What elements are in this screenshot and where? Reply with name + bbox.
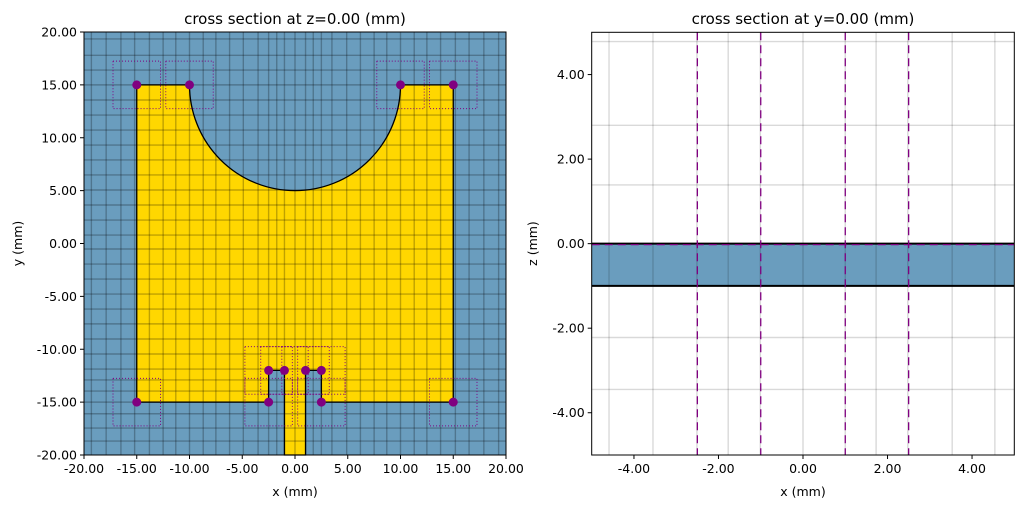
y-tick-label: 0.00 — [49, 236, 77, 251]
left-plot-title: cross section at z=0.00 (mm) — [184, 10, 406, 28]
left-x-axis-label: x (mm) — [272, 484, 317, 499]
left-mesh-grid — [84, 32, 506, 455]
y-tick-label: -5.00 — [45, 289, 77, 304]
point-marker — [301, 365, 311, 375]
x-tick-label: -20.00 — [64, 461, 104, 476]
left-y-axis-label: y (mm) — [10, 221, 25, 266]
x-tick-label: 10.00 — [383, 461, 419, 476]
y-tick-label: -2.00 — [552, 321, 584, 336]
x-tick-label: 2.00 — [874, 461, 902, 476]
y-tick-label: 2.00 — [557, 152, 585, 167]
left-x-ticks: -20.00 -15.00 -10.00 -5.00 0.00 5.00 10.00 15.0… — [64, 455, 524, 476]
right-dashed-lines — [591, 32, 1015, 455]
y-tick-label: 15.00 — [41, 77, 77, 92]
y-tick-label: 10.00 — [41, 130, 77, 145]
right-x-axis-label: x (mm) — [780, 484, 825, 499]
right-plot-title: cross section at y=0.00 (mm) — [692, 10, 915, 28]
point-marker — [264, 365, 274, 375]
point-marker — [448, 80, 458, 90]
point-marker — [448, 397, 458, 407]
y-tick-label: -10.00 — [37, 342, 77, 357]
point-marker — [185, 80, 194, 90]
point-marker — [279, 365, 289, 375]
point-marker — [316, 397, 326, 407]
right-axes: cross section at y=0.00 (mm) -4.00 -2.00 0… — [525, 10, 1015, 499]
x-tick-label: 4.00 — [958, 461, 986, 476]
y-tick-label: 20.00 — [41, 25, 77, 40]
x-tick-label: -5.00 — [226, 461, 258, 476]
left-y-ticks: 20.00 15.00 10.00 5.00 0.00 -5.00 -10.00 -15.00… — [37, 25, 84, 463]
right-x-ticks: -4.00 -2.00 0.00 2.00 4.00 — [618, 455, 986, 476]
x-tick-label: 5.00 — [334, 461, 362, 476]
x-tick-label: -10.00 — [169, 461, 209, 476]
point-marker — [316, 365, 326, 375]
y-tick-label: -20.00 — [37, 448, 77, 463]
y-tick-label: 4.00 — [557, 67, 585, 82]
point-marker — [396, 80, 405, 90]
point-marker — [132, 397, 142, 407]
right-y-axis-label: z (mm) — [525, 221, 540, 266]
y-tick-label: -4.00 — [552, 405, 584, 420]
y-tick-label: -15.00 — [37, 395, 77, 410]
x-tick-label: -4.00 — [618, 461, 650, 476]
right-boundary-lines — [591, 242, 1015, 287]
x-tick-label: -15.00 — [117, 461, 157, 476]
y-tick-label: 5.00 — [49, 183, 77, 198]
x-tick-label: 0.00 — [789, 461, 817, 476]
point-marker — [264, 397, 274, 407]
x-tick-label: 0.00 — [281, 461, 309, 476]
x-tick-label: 15.00 — [435, 461, 471, 476]
point-marker — [132, 80, 142, 90]
x-tick-label: -2.00 — [702, 461, 734, 476]
left-points — [132, 80, 458, 407]
left-axes: cross section at z=0.00 (mm) -20.00 -15.0… — [10, 10, 524, 499]
substrate-region — [591, 243, 1015, 286]
y-tick-label: 0.00 — [557, 236, 585, 251]
right-y-ticks: 4.00 2.00 0.00 -2.00 -4.00 — [552, 67, 592, 420]
x-tick-label: 20.00 — [488, 461, 524, 476]
